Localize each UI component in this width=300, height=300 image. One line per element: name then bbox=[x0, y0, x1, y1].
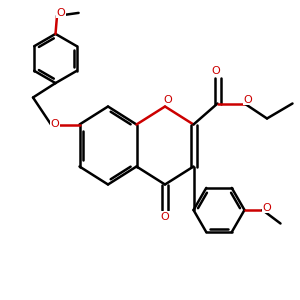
Text: O: O bbox=[56, 8, 65, 18]
Text: O: O bbox=[212, 66, 220, 76]
Text: O: O bbox=[244, 95, 253, 105]
Text: O: O bbox=[262, 202, 272, 213]
Text: O: O bbox=[160, 212, 169, 222]
Text: O: O bbox=[163, 95, 172, 105]
Text: O: O bbox=[50, 119, 59, 129]
